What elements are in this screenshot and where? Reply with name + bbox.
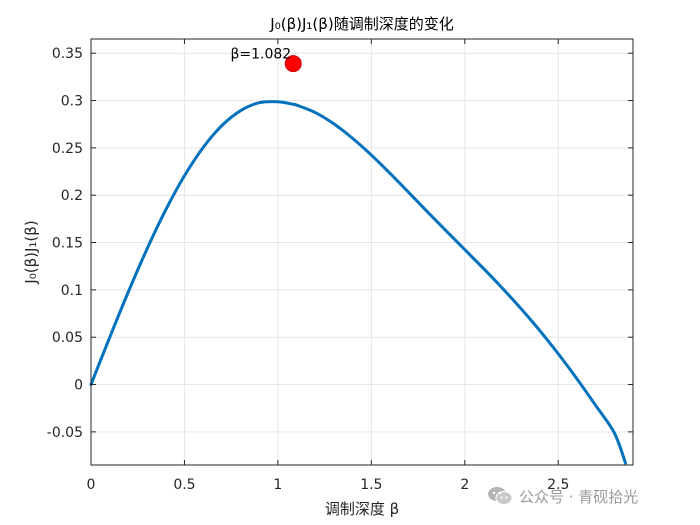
grid bbox=[90, 39, 633, 465]
chart-title: J₀(β)J₁(β)随调制深度的变化 bbox=[269, 15, 453, 33]
y-tick-label: 0.25 bbox=[52, 141, 83, 157]
y-axis-title: J₀(β)J₁(β) bbox=[22, 220, 40, 284]
series-line bbox=[89, 100, 628, 465]
y-tick-label: 0.05 bbox=[52, 330, 83, 346]
wechat-icon bbox=[488, 487, 513, 505]
y-tick-label: 0.3 bbox=[61, 94, 83, 110]
series-layer bbox=[89, 100, 628, 465]
x-tick-label: 2.5 bbox=[547, 477, 569, 493]
y-tick-label: 0.2 bbox=[61, 188, 83, 204]
x-tick-label: 0.5 bbox=[173, 477, 195, 493]
y-tick-labels: -0.05 0 0.05 0.1 0.15 0.2 0.25 0.3 0.35 bbox=[47, 46, 83, 441]
plot-box bbox=[90, 38, 634, 466]
x-axis-title: 调制深度 β bbox=[325, 500, 399, 518]
y-tick-label: 0.35 bbox=[52, 46, 83, 62]
y-tick-label: 0.1 bbox=[61, 283, 83, 299]
max-point-label: β=1.082 bbox=[230, 47, 291, 63]
x-tick-label: 1 bbox=[273, 477, 282, 493]
x-tick-label: 1.5 bbox=[360, 477, 382, 493]
x-tick-label: 2 bbox=[460, 477, 469, 493]
max-point-marker bbox=[284, 55, 302, 73]
watermark: 公众号 · 青砚拾光 bbox=[487, 484, 638, 508]
y-tick-label: 0.15 bbox=[52, 236, 83, 252]
plot-area bbox=[91, 39, 633, 465]
y-tick-label: 0 bbox=[74, 378, 83, 394]
y-tick-label: -0.05 bbox=[47, 425, 83, 441]
watermark-text: 公众号 · 青砚拾光 bbox=[519, 487, 639, 506]
x-tick-label: 0 bbox=[87, 477, 96, 493]
tick-marks bbox=[90, 39, 633, 465]
x-tick-labels: 0 0.5 1 1.5 2 2.5 bbox=[87, 477, 570, 493]
marker-layer: β=1.082 bbox=[230, 47, 302, 73]
